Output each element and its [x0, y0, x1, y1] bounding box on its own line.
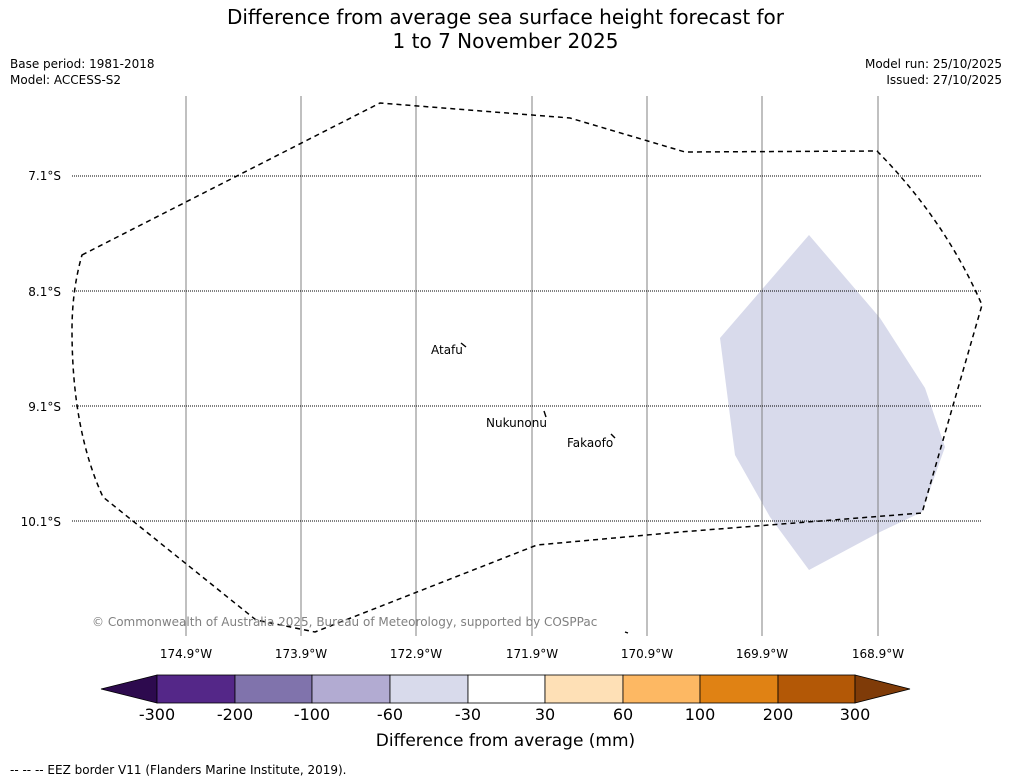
lat-label: 10.1°S	[21, 515, 61, 529]
place-label-fakaofo: Fakaofo	[567, 436, 613, 450]
swains-island	[624, 631, 629, 634]
lat-label: 7.1°S	[28, 169, 61, 183]
lon-label: 174.9°W	[160, 647, 212, 661]
colorbar-tick: 300	[839, 705, 871, 724]
place-label-nukunonu: Nukunonu	[486, 416, 547, 430]
colorbar-segment	[699, 674, 779, 704]
lat-label: 8.1°S	[28, 285, 61, 299]
model-run: Model run: 25/10/2025	[864, 57, 1002, 71]
colorbar-tick: -300	[138, 705, 176, 724]
title-line-1: Difference from average sea surface heig…	[226, 5, 785, 29]
colorbar-segment	[622, 674, 701, 704]
meta-left: Base period: 1981-2018 Model: ACCESS-S2	[10, 56, 155, 88]
colorbar-segment	[311, 674, 391, 704]
lon-label: 171.9°W	[506, 647, 558, 661]
colorbar-tick: 200	[762, 705, 794, 724]
colorbar-segment	[777, 674, 856, 704]
colorbar-tick: -200	[216, 705, 254, 724]
colorbar-tick: -60	[376, 705, 404, 724]
lon-label: 172.9°W	[390, 647, 442, 661]
lon-label: 168.9°W	[852, 647, 904, 661]
colorbar-title: Difference from average (mm)	[375, 731, 636, 751]
model-name: Model: ACCESS-S2	[10, 73, 122, 87]
colorbar-tick: -30	[454, 705, 482, 724]
eez-footnote: -- -- -- EEZ border V11 (Flanders Marine…	[10, 763, 347, 777]
colorbar-segment	[467, 674, 546, 704]
lon-label: 170.9°W	[621, 647, 673, 661]
colorbar-tick: 30	[534, 705, 556, 724]
colorbar-segment	[389, 674, 469, 704]
colorbar-extend-low	[100, 674, 158, 704]
fakaofo-island	[610, 433, 616, 439]
colorbar	[100, 674, 911, 704]
colorbar-tick: -100	[293, 705, 331, 724]
atafu-island	[460, 342, 467, 348]
colorbar-segment	[156, 674, 236, 704]
lat-label: 9.1°S	[28, 400, 61, 414]
anomaly-area	[720, 235, 945, 570]
meridians	[185, 96, 879, 636]
lon-label: 173.9°W	[275, 647, 327, 661]
nukunonu-island	[543, 410, 547, 418]
lat-labels: 7.1°S 8.1°S 9.1°S 10.1°S	[21, 169, 61, 529]
base-period: Base period: 1981-2018	[10, 57, 155, 71]
issued-date: Issued: 27/10/2025	[886, 73, 1002, 87]
colorbar-segment	[234, 674, 313, 704]
meta-right: Model run: 25/10/2025 Issued: 27/10/2025	[865, 56, 1002, 88]
title-line-2: 1 to 7 November 2025	[392, 29, 619, 53]
colorbar-tick: 100	[684, 705, 716, 724]
colorbar-segment	[544, 674, 624, 704]
colorbar-tick: 60	[612, 705, 634, 724]
lon-labels: 174.9°W 173.9°W 172.9°W 171.9°W 170.9°W …	[160, 647, 904, 661]
copyright-text: © Commonwealth of Australia 2025, Bureau…	[92, 615, 597, 629]
place-label-atafu: Atafu	[431, 343, 463, 357]
parallels	[72, 175, 982, 522]
chart-title: Difference from average sea surface heig…	[0, 5, 1011, 53]
lon-label: 169.9°W	[736, 647, 788, 661]
colorbar-extend-high	[854, 674, 911, 704]
